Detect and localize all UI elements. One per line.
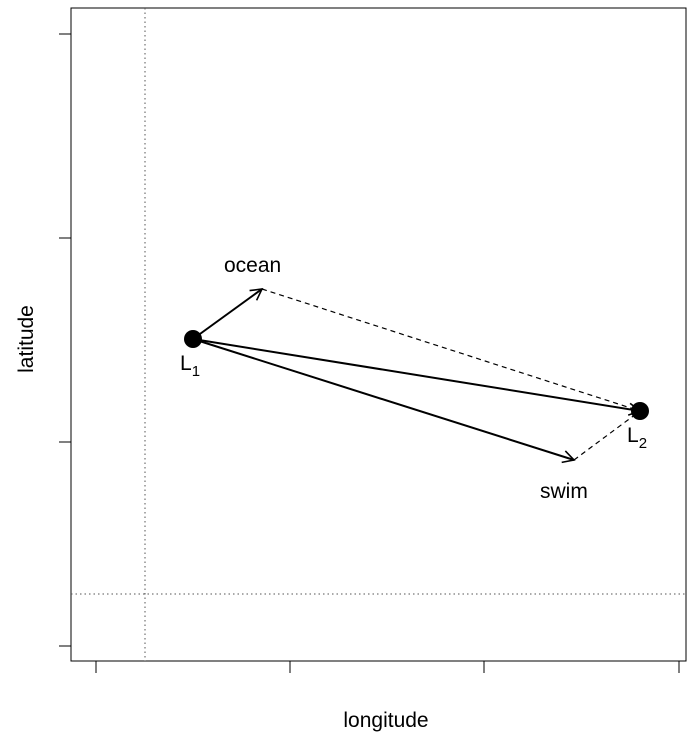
L1-point (184, 330, 202, 348)
y-axis-title: latitude (15, 305, 38, 373)
y-axis-ticks (59, 33, 71, 647)
L2-label-main: L (627, 424, 639, 447)
swim-label: swim (540, 480, 588, 503)
L2-label-sub: 2 (639, 435, 647, 452)
L2-point (631, 402, 649, 420)
L1-label-sub: 1 (192, 363, 200, 380)
L1-to-L2-arrow (192, 338, 642, 416)
L2-label: L2 (627, 424, 647, 452)
ocean-label: ocean (224, 254, 281, 277)
L1-label: L1 (180, 352, 200, 380)
x-axis-title: longitude (343, 709, 428, 732)
x-axis-ticks (95, 661, 680, 673)
plot-frame (70, 7, 687, 662)
swim-to-L2-dashed-line (573, 410, 641, 461)
L1-label-main: L (180, 352, 192, 375)
ocean-arrow (192, 288, 264, 340)
ocean-to-L2-dashed-line (261, 288, 641, 412)
swim-arrow (192, 338, 576, 464)
